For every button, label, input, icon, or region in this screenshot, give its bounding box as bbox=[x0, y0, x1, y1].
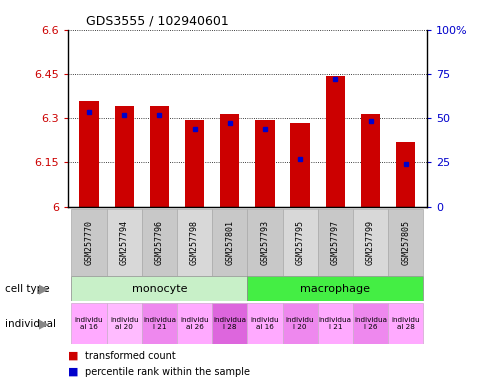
Text: individu
al 26: individu al 26 bbox=[180, 317, 209, 330]
Text: individu
al 20: individu al 20 bbox=[110, 317, 138, 330]
Text: GSM257797: GSM257797 bbox=[330, 220, 339, 265]
Bar bbox=[71, 276, 247, 301]
Text: GSM257794: GSM257794 bbox=[120, 220, 128, 265]
Text: ■: ■ bbox=[68, 366, 78, 377]
Text: individual: individual bbox=[5, 318, 56, 329]
Text: individua
l 21: individua l 21 bbox=[143, 317, 176, 330]
Bar bbox=[317, 303, 352, 344]
Text: ▶: ▶ bbox=[39, 317, 48, 330]
Text: GSM257795: GSM257795 bbox=[295, 220, 304, 265]
Text: macrophage: macrophage bbox=[300, 284, 370, 294]
Bar bbox=[325, 76, 344, 207]
Bar bbox=[282, 209, 317, 276]
Bar bbox=[106, 303, 141, 344]
Text: GDS3555 / 102940601: GDS3555 / 102940601 bbox=[86, 14, 228, 27]
Text: individu
al 16: individu al 16 bbox=[250, 317, 279, 330]
Bar bbox=[247, 276, 423, 301]
Text: ■: ■ bbox=[68, 351, 78, 361]
Bar bbox=[212, 303, 247, 344]
Bar bbox=[212, 209, 247, 276]
Bar bbox=[106, 209, 141, 276]
Text: GSM257770: GSM257770 bbox=[84, 220, 93, 265]
Bar bbox=[352, 303, 387, 344]
Bar bbox=[282, 303, 317, 344]
Bar bbox=[141, 303, 177, 344]
Text: ▶: ▶ bbox=[39, 283, 48, 295]
Text: individu
al 16: individu al 16 bbox=[75, 317, 103, 330]
Text: GSM257799: GSM257799 bbox=[365, 220, 374, 265]
Text: GSM257801: GSM257801 bbox=[225, 220, 234, 265]
Text: individua
l 21: individua l 21 bbox=[318, 317, 351, 330]
Bar bbox=[387, 303, 423, 344]
Bar bbox=[255, 120, 274, 207]
Bar bbox=[247, 303, 282, 344]
Text: cell type: cell type bbox=[5, 284, 49, 294]
Bar bbox=[71, 209, 106, 276]
Text: transformed count: transformed count bbox=[85, 351, 175, 361]
Bar bbox=[79, 101, 98, 207]
Text: monocyte: monocyte bbox=[131, 284, 187, 294]
Text: individua
l 28: individua l 28 bbox=[213, 317, 246, 330]
Bar bbox=[114, 106, 134, 207]
Bar bbox=[177, 303, 212, 344]
Bar bbox=[141, 209, 177, 276]
Bar bbox=[247, 209, 282, 276]
Bar bbox=[387, 209, 423, 276]
Text: percentile rank within the sample: percentile rank within the sample bbox=[85, 366, 249, 377]
Bar bbox=[360, 114, 379, 207]
Text: individu
l 20: individu l 20 bbox=[285, 317, 314, 330]
Text: GSM257798: GSM257798 bbox=[190, 220, 198, 265]
Text: individua
l 26: individua l 26 bbox=[353, 317, 386, 330]
Bar bbox=[317, 209, 352, 276]
Bar bbox=[177, 209, 212, 276]
Bar bbox=[352, 209, 387, 276]
Bar bbox=[150, 106, 169, 207]
Text: individu
al 28: individu al 28 bbox=[391, 317, 419, 330]
Bar bbox=[184, 120, 204, 207]
Bar bbox=[71, 303, 106, 344]
Bar bbox=[395, 142, 414, 207]
Bar bbox=[290, 122, 309, 207]
Text: GSM257796: GSM257796 bbox=[154, 220, 164, 265]
Text: GSM257793: GSM257793 bbox=[260, 220, 269, 265]
Text: GSM257805: GSM257805 bbox=[400, 220, 409, 265]
Bar bbox=[220, 114, 239, 207]
